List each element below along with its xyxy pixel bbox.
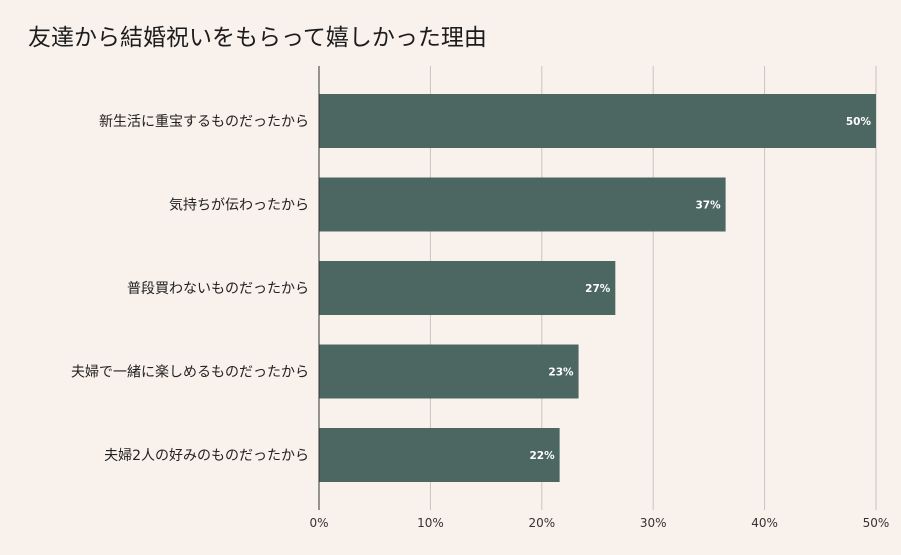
category-label: 普段買わないものだったから bbox=[127, 281, 309, 297]
bar bbox=[319, 344, 579, 399]
data-label: 22% bbox=[529, 450, 555, 462]
bar bbox=[319, 428, 560, 482]
x-tick-labels: 0% 10% 20% 30% 40% 50% bbox=[309, 516, 889, 530]
bar bbox=[319, 261, 616, 315]
data-label: 23% bbox=[548, 367, 574, 379]
data-label: 37% bbox=[695, 200, 721, 212]
x-tick-label: 30% bbox=[640, 516, 667, 530]
x-tick-label: 10% bbox=[417, 516, 444, 530]
category-label: 夫婦2人の好みのものだったから bbox=[104, 447, 309, 464]
x-tick-label: 0% bbox=[309, 516, 328, 530]
x-tick-label: 20% bbox=[528, 516, 555, 530]
x-tick-label: 40% bbox=[751, 516, 778, 530]
chart-title: 友達から結婚祝いをもらって嬉しかった理由 bbox=[28, 25, 487, 51]
bar bbox=[319, 94, 876, 148]
bars: 50% 37% 27% 23% 22% bbox=[319, 94, 876, 482]
category-label: 新生活に重宝するものだったから bbox=[99, 114, 309, 130]
bar bbox=[319, 177, 726, 232]
data-label: 27% bbox=[585, 283, 611, 295]
x-tick-label: 50% bbox=[863, 516, 890, 530]
category-label: 夫婦で一緒に楽しめるものだったから bbox=[71, 364, 309, 381]
category-label: 気持ちが伝わったから bbox=[169, 198, 309, 214]
category-labels: 新生活に重宝するものだったから気持ちが伝わったから普段買わないものだったから夫婦… bbox=[71, 114, 309, 464]
data-label: 50% bbox=[846, 116, 872, 128]
